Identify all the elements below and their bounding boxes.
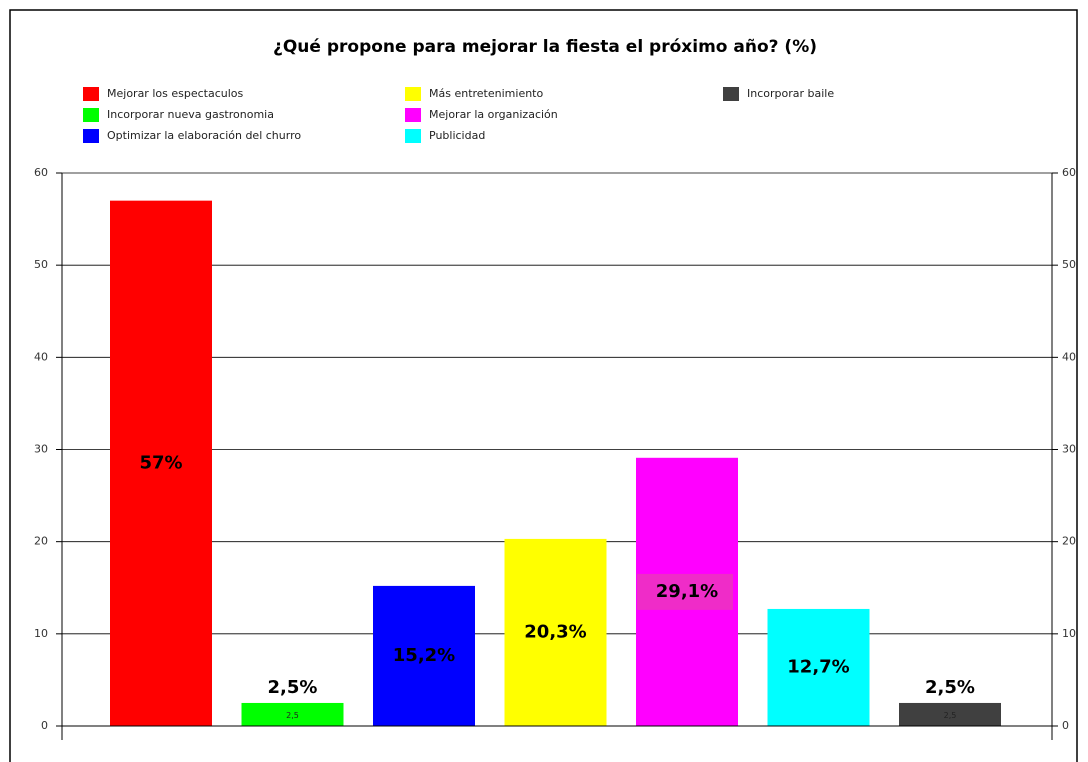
inner-label: 2,5 (944, 711, 957, 720)
legend-label: Mejorar los espectaculos (107, 87, 243, 100)
y-tick-label: 60 (34, 166, 48, 179)
y2-tick-label: 50 (1062, 258, 1076, 271)
bar (504, 538, 607, 726)
bar (110, 200, 212, 726)
value-label: 57% (139, 452, 182, 473)
y-tick-label: 0 (41, 719, 48, 732)
legend-swatch (723, 87, 739, 101)
legend-label: Mejorar la organización (429, 108, 558, 121)
y-tick-label: 40 (34, 350, 48, 363)
chart-title: ¿Qué propone para mejorar la fiesta el p… (273, 37, 817, 57)
inner-label: 2,5 (286, 711, 299, 720)
value-label: 29,1% (656, 581, 718, 602)
y2-tick-label: 40 (1062, 350, 1076, 363)
label-highlight (637, 573, 733, 610)
legend-swatch (83, 129, 99, 143)
legend-swatch (405, 87, 421, 101)
value-label: 15,2% (393, 645, 455, 666)
y2-tick-label: 0 (1062, 719, 1069, 732)
y-tick-label: 20 (34, 535, 48, 548)
frame (9, 9, 1078, 762)
legend-swatch (405, 129, 421, 143)
bar (767, 608, 870, 726)
legend-label: Optimizar la elaboración del churro (107, 129, 301, 142)
bar (241, 702, 344, 726)
value-label: 2,5% (925, 677, 975, 698)
legend-swatch (83, 108, 99, 122)
legend-label: Incorporar nueva gastronomia (107, 108, 274, 121)
legend-swatch (405, 108, 421, 122)
value-label: 2,5% (268, 677, 318, 698)
bar (899, 702, 1001, 726)
y2-tick-label: 60 (1062, 166, 1076, 179)
value-label: 20,3% (524, 621, 586, 642)
legend-swatch (83, 87, 99, 101)
value-label: 12,7% (787, 656, 849, 677)
legend-label: Incorporar baile (747, 87, 834, 100)
y2-tick-label: 10 (1062, 627, 1076, 640)
legend-label: Publicidad (429, 129, 485, 142)
y2-tick-label: 20 (1062, 535, 1076, 548)
legend-label: Más entretenimiento (429, 87, 543, 100)
y-tick-label: 30 (34, 443, 48, 456)
y-tick-label: 50 (34, 258, 48, 271)
y-tick-label: 10 (34, 627, 48, 640)
y2-tick-label: 30 (1062, 443, 1076, 456)
bar (373, 585, 475, 726)
